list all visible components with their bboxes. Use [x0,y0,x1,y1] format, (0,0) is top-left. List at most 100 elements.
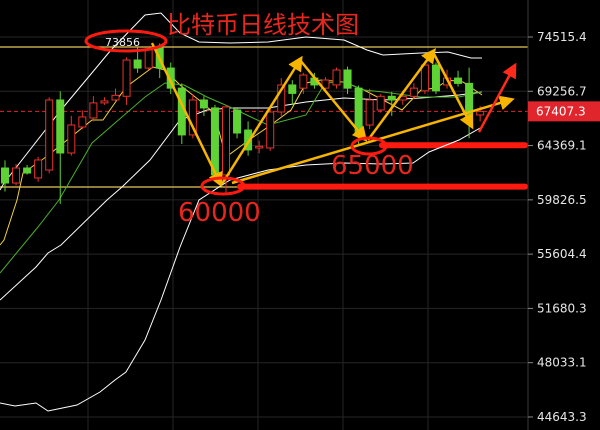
candle [78,110,87,130]
candle [100,97,109,105]
trend-arrows [150,42,517,188]
candle [177,83,186,145]
chart-title: 比特币日线技术图 [167,11,359,39]
candle-body [78,116,87,128]
candle-body [34,159,43,179]
candle-body [111,94,120,101]
projection-arrow [477,62,517,133]
candle [12,163,21,186]
candle [255,140,264,154]
candle-body [199,99,208,109]
candle [321,77,330,91]
candle-body [476,110,485,116]
candle [56,91,65,204]
candle [23,165,32,175]
arrow-down-1 [150,42,223,188]
grid [0,0,528,430]
candle [409,83,418,100]
candle [332,67,341,89]
candle [431,62,440,95]
candle-body [266,111,275,149]
candle-body [23,167,32,174]
candle [89,96,98,122]
candle [244,121,253,156]
candle [199,96,208,116]
low-label-1: 60000 [178,198,261,228]
y-tick-label: 69256.7 [537,84,587,98]
arrow-down-2 [299,59,368,142]
candle [299,72,308,95]
candle-body [321,79,330,89]
candle-body [376,95,385,111]
horizontal-levels [0,46,528,190]
high-marker-ellipse [84,29,168,53]
candle [222,104,230,196]
candle-body [431,64,440,92]
candle-body [12,167,21,184]
candle-body [1,167,9,184]
low-marker-ellipse-2 [350,136,388,156]
y-tick-label: 55604.4 [537,247,587,261]
candle-body [299,74,308,89]
price-axis: 74515.4 69256.7 64369.1 59826.5 55604.4 51680… [528,30,587,424]
candle-body [89,102,98,119]
y-tick-label: 59826.5 [537,193,587,207]
candle-body [233,109,242,134]
candles [1,43,485,204]
candle-body [133,59,142,69]
low-label-2: 65000 [331,151,414,181]
rising-trendline-arrow [231,95,515,185]
candle [34,156,43,182]
low-marker-ellipse-1 [200,176,246,196]
candle-body [122,59,131,97]
candle-body [387,95,396,101]
candle [233,107,242,139]
candle-body [244,129,253,151]
candle-body [67,124,76,154]
candle [343,66,352,95]
high-label: 73856 [105,36,140,49]
candle [166,62,175,95]
candle-body [56,99,65,154]
candle [266,109,275,151]
candle-body [454,77,463,84]
candle-body [288,84,297,94]
candle-body [277,84,286,113]
candle-body [144,49,153,69]
current-price-label: 67407.3 [536,104,586,118]
y-tick-label: 64369.1 [537,139,587,153]
candle [454,70,463,87]
candle [122,57,131,105]
y-tick-label: 74515.4 [537,30,587,44]
candle-body [365,99,374,126]
current-price-box [528,101,600,122]
candle [277,78,286,116]
candle-body [409,87,418,97]
candle [67,115,76,156]
arrow-up-1 [220,55,303,185]
candle-body [45,99,54,171]
candle-body [420,64,429,92]
candle-body [343,69,352,89]
ma-slow-line [0,81,483,274]
candle [387,91,396,116]
candle [111,88,120,102]
bollinger-lower [0,126,483,412]
y-tick-label: 44643.3 [537,410,587,424]
y-tick-label: 48033.1 [537,356,587,370]
candle [365,88,374,130]
candle [288,80,297,105]
candle [1,160,9,192]
candle [465,67,474,139]
candle-body [222,106,230,176]
y-tick-label: 51680.3 [537,301,587,315]
current-price-marker: 67407.3 [528,101,600,122]
arrow-up-2 [366,47,436,141]
candle-body [332,69,341,86]
candle [376,94,385,113]
candle-body [100,100,109,104]
candle-body [255,145,264,149]
candle [45,97,54,174]
